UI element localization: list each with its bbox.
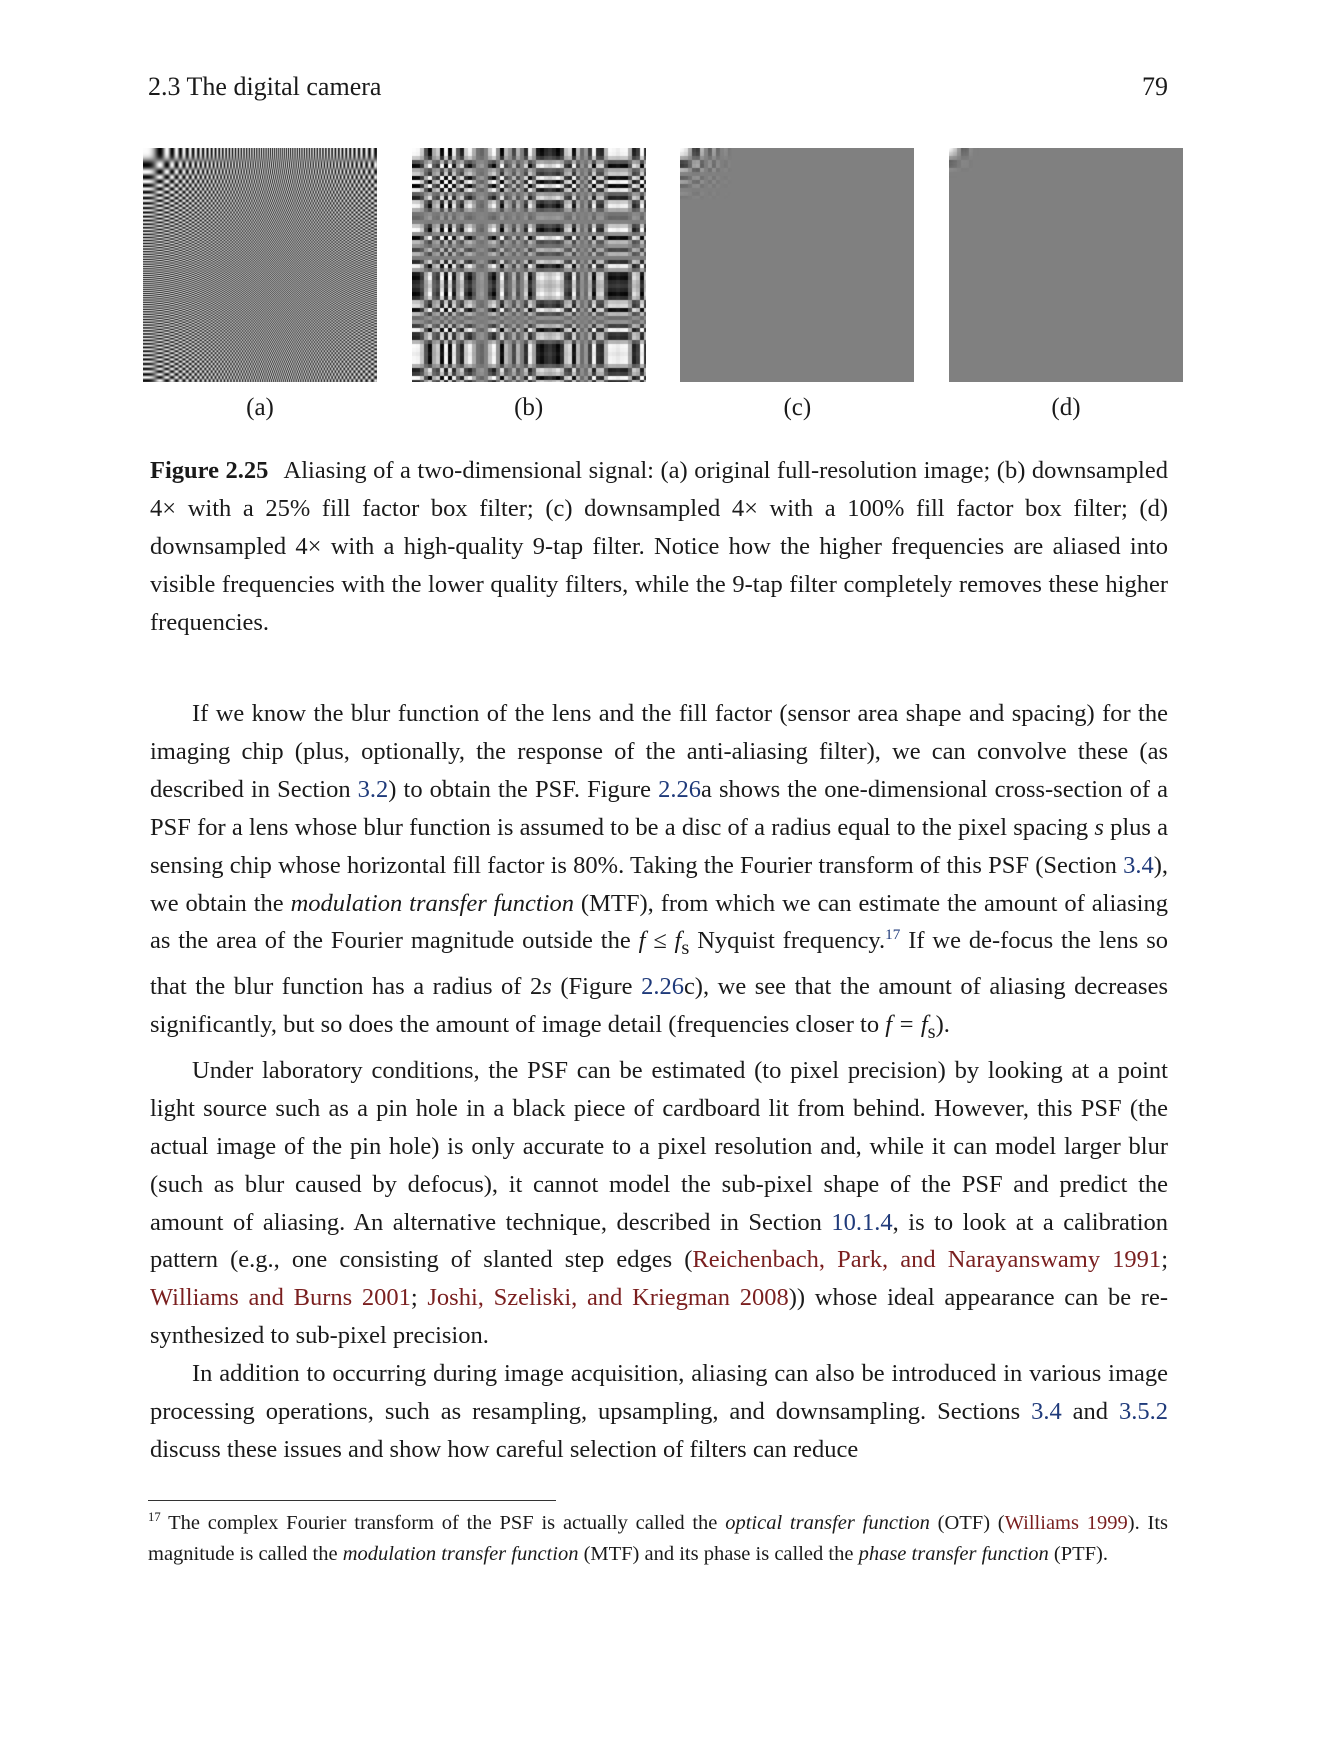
text-run: c), we see that the amount of aliasing d… — [150, 973, 1168, 1039]
figure-panel-c: (c) — [680, 148, 915, 422]
paragraph-1: If we know the blur function of the lens… — [150, 695, 1168, 1052]
text-run: ) to obtain the PSF. Figure — [388, 775, 659, 803]
figure-2-25: (a) (b) (c) (d) — [143, 148, 1183, 422]
citation-link[interactable]: Williams and Burns 2001 — [150, 1284, 411, 1312]
text-run: and — [1061, 1398, 1119, 1426]
emphasis: phase transfer function — [858, 1543, 1049, 1565]
aliasing-image-c — [680, 148, 915, 382]
text-run: ). — [935, 1011, 950, 1039]
text-run: Nyquist frequency. — [689, 927, 886, 955]
aliasing-image-b — [411, 148, 646, 382]
emphasis: modulation transfer function — [290, 889, 574, 917]
caption-text: Aliasing of a two-dimensional signal: (a… — [150, 457, 1168, 636]
text-run: If we know the blur function of the lens… — [150, 700, 1168, 803]
aliasing-image-a — [143, 148, 377, 382]
paragraph-2: Under laboratory conditions, the PSF can… — [150, 1052, 1168, 1355]
text-run: plus a sensing chip whose horizontal fil… — [150, 813, 1169, 879]
math-subscript: s — [927, 1021, 936, 1044]
figure-link[interactable]: 2.26 — [641, 973, 684, 1001]
text-run: (OTF) ( — [929, 1512, 1005, 1534]
figure-link[interactable]: 2.26 — [658, 775, 701, 803]
footnote-17: 17 The complex Fourier transform of the … — [148, 1508, 1168, 1570]
figure-panel-d: (d) — [948, 148, 1183, 422]
section-link[interactable]: 10.1.4 — [831, 1208, 893, 1236]
text-run: ). Its magnitude is called the — [148, 1512, 1169, 1565]
emphasis: optical transfer function — [725, 1512, 930, 1534]
citation-link[interactable]: Reichenbach, Park, and Narayanswamy 1991 — [692, 1246, 1162, 1274]
footnote-rule — [148, 1500, 556, 1501]
running-head: 2.3 The digital camera 79 — [148, 72, 1168, 102]
page-number: 79 — [1142, 72, 1168, 101]
text-run: (Figure — [551, 973, 642, 1001]
text-run: discuss these issues and show how carefu… — [150, 1436, 859, 1463]
math-expr: f = f — [885, 1011, 928, 1039]
text-run: ), we obtain the — [150, 851, 1168, 917]
section-title: 2.3 The digital camera — [148, 72, 382, 101]
math-subscript: s — [681, 937, 690, 960]
figure-panel-a: (a) — [143, 148, 377, 422]
citation-link[interactable]: Joshi, Szeliski, and Kriegman 2008 — [427, 1284, 789, 1312]
paragraph-3: In addition to occurring during image ac… — [150, 1355, 1168, 1469]
math-var: s — [542, 973, 552, 1001]
math-var: s — [1094, 813, 1104, 841]
panel-label-a: (a) — [246, 394, 274, 421]
text-run: ; — [410, 1284, 428, 1312]
text-run: ; — [1161, 1246, 1168, 1274]
text-run: a shows the one-dimensional cross-sectio… — [150, 775, 1169, 841]
text-run: In addition to occurring during image ac… — [150, 1360, 1168, 1426]
text-run: (MTF), from which we can estimate the am… — [150, 889, 1168, 955]
math-expr: f ≤ f — [638, 927, 682, 955]
citation-link[interactable]: Williams 1999 — [1004, 1512, 1128, 1534]
body-text: If we know the blur function of the lens… — [150, 695, 1168, 1469]
panel-label-b: (b) — [514, 394, 544, 421]
section-link[interactable]: 3.5.2 — [1119, 1398, 1168, 1426]
section-link[interactable]: 3.4 — [1031, 1398, 1062, 1426]
footnote-number: 17 — [148, 1510, 161, 1525]
panel-label-c: (c) — [783, 394, 812, 421]
text-run: (PTF). — [1048, 1543, 1108, 1565]
figure-panel-b: (b) — [411, 148, 646, 422]
text-run: The complex Fourier transform of the PSF… — [160, 1512, 726, 1534]
text-run: , is to look at a calibration pattern (e… — [150, 1208, 1168, 1274]
text-run: )) whose ideal appearance can be re-synt… — [150, 1284, 1168, 1350]
section-link[interactable]: 3.4 — [1123, 851, 1154, 879]
caption-label: Figure 2.25 — [150, 457, 269, 484]
text-run: If we de-focus the lens so that the blur… — [150, 927, 1168, 1001]
aliasing-image-d — [948, 148, 1183, 382]
text-run: Under laboratory conditions, the PSF can… — [150, 1056, 1168, 1236]
emphasis: modulation transfer function — [342, 1543, 579, 1565]
footnote-marker[interactable]: 17 — [885, 926, 901, 944]
panel-label-d: (d) — [1051, 394, 1081, 421]
text-run: (MTF) and its phase is called the — [578, 1543, 859, 1565]
section-link[interactable]: 3.2 — [357, 775, 389, 803]
figure-caption: Figure 2.25 Aliasing of a two-dimensiona… — [150, 452, 1168, 642]
